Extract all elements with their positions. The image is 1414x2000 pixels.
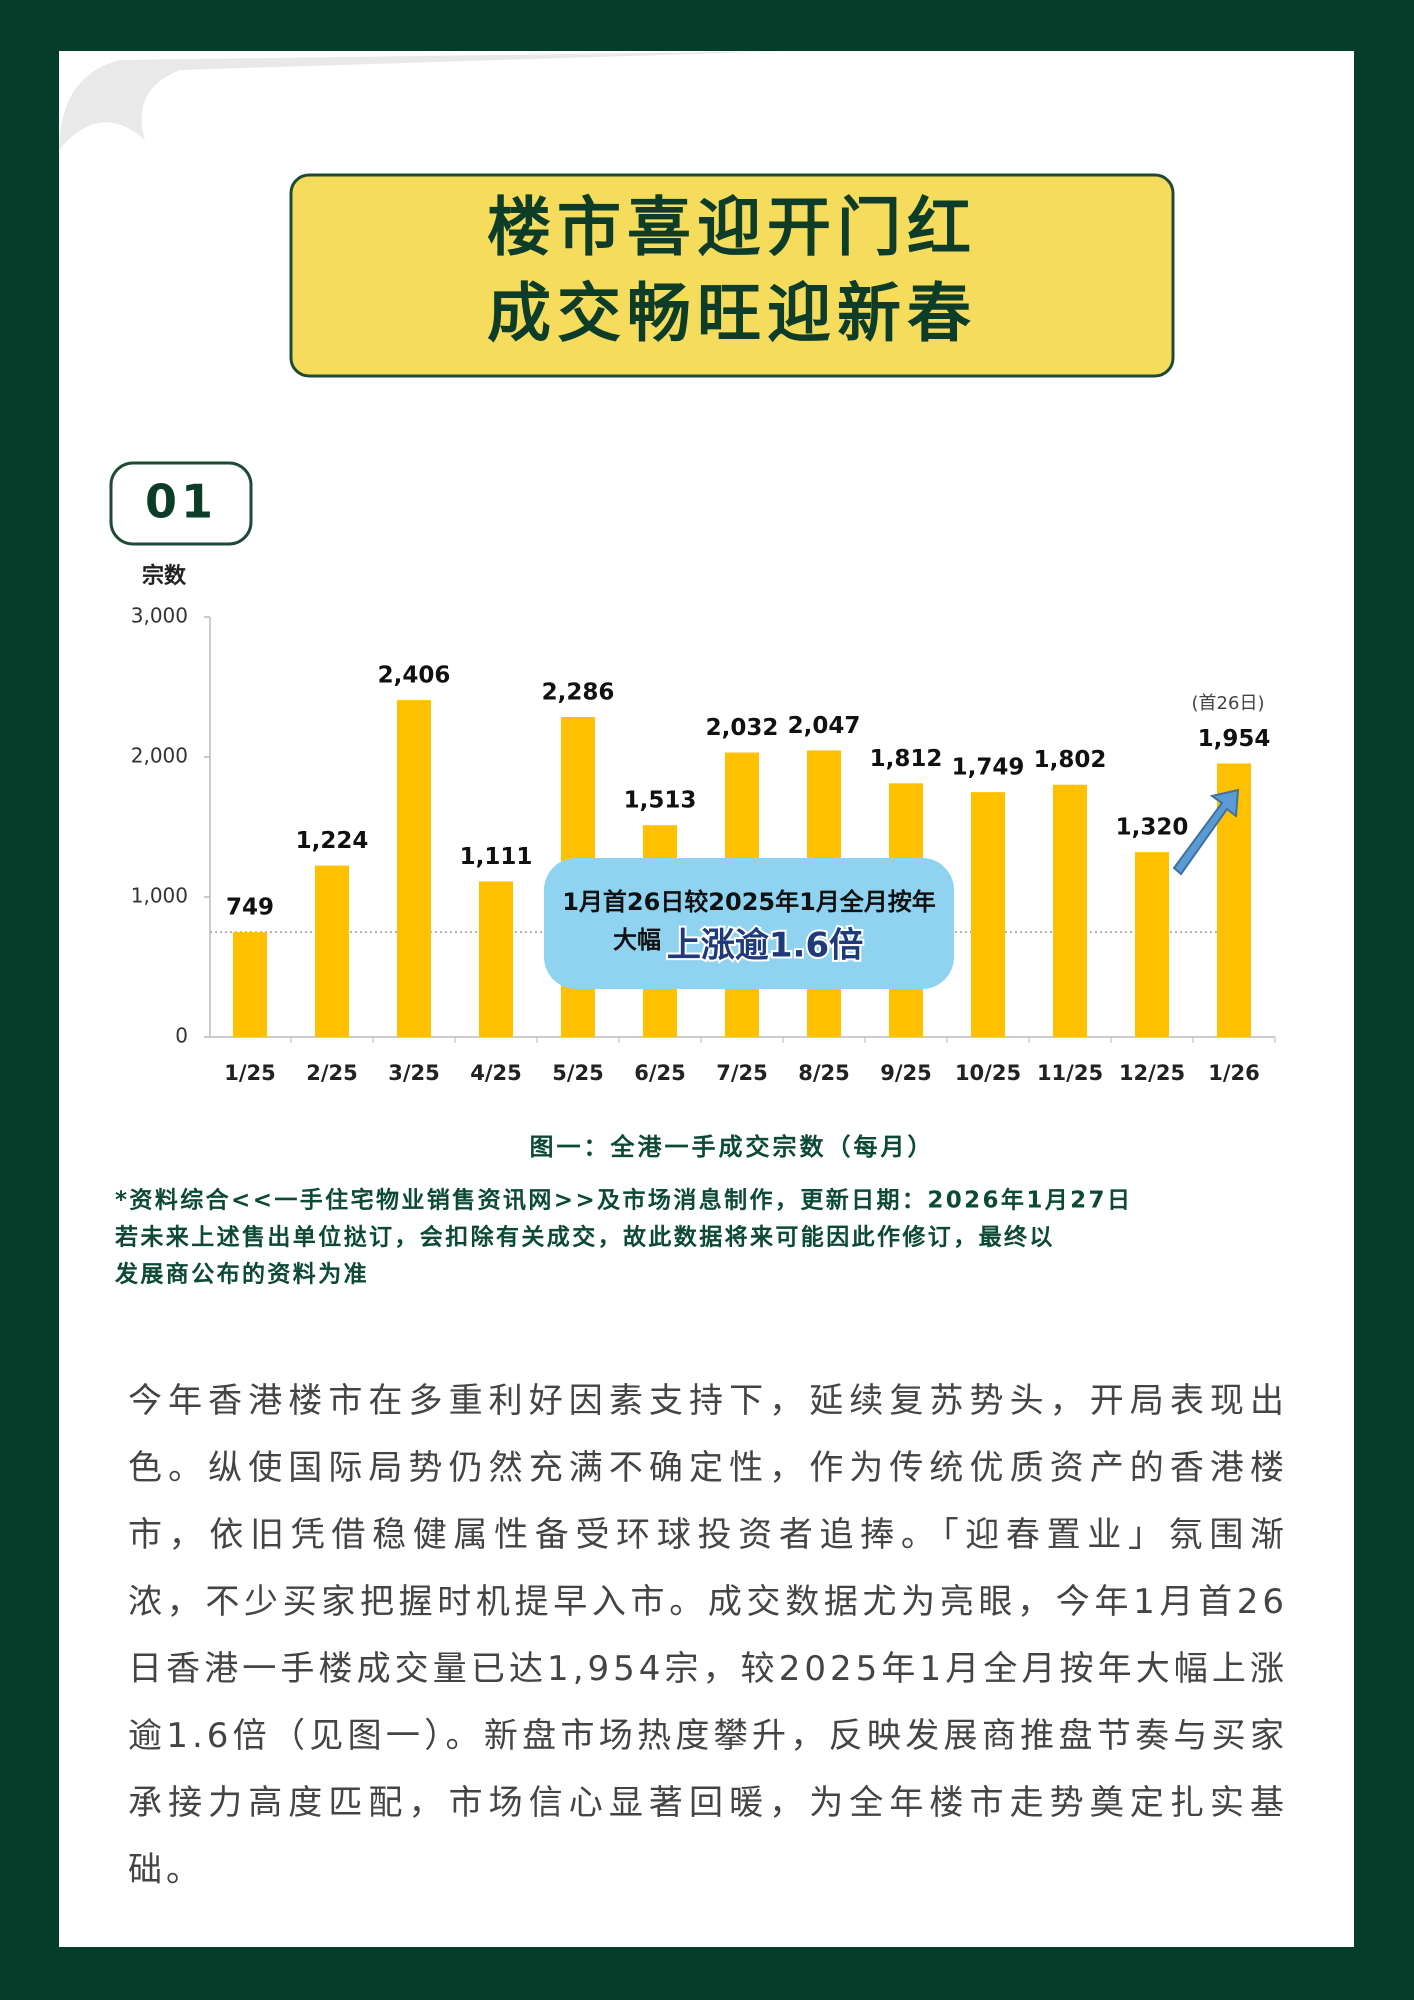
- bar: [1053, 784, 1087, 1037]
- bar: [397, 700, 431, 1037]
- y-tick-label: 0: [175, 1024, 188, 1048]
- x-tick-label: 6/25: [634, 1061, 686, 1085]
- section-box: [109, 461, 253, 546]
- note-line: *资料综合<<一手住宅物业销售资讯网>>及市场消息制作，更新日期：2026年1月…: [115, 1187, 1132, 1214]
- value-label: 2,047: [788, 713, 861, 739]
- arrow: [1172, 788, 1240, 876]
- value-label: 1,802: [1034, 747, 1107, 773]
- title-line: 成交畅旺迎新春: [487, 278, 977, 352]
- chart: 0 1,000 2,000 3,000 749 1/25 1,224 2/25 2,406 3/2…: [131, 604, 1276, 1085]
- body-paragraph: 今年香港楼市在多重利好因素支持下，延续复苏势头，开局表现出色。纵使国际局势仍然充…: [128, 1381, 1288, 1890]
- title-line: 楼市喜迎开门红: [487, 192, 977, 266]
- bar: [315, 865, 349, 1037]
- title-box: [289, 173, 1175, 378]
- value-label: 749: [226, 895, 274, 921]
- x-tick-label: 12/25: [1119, 1061, 1185, 1085]
- note-line: 若未来上述售出单位挞订，会扣除有关成交，故此数据将来可能因此作修订，最终以: [115, 1224, 1055, 1251]
- value-label: 2,406: [378, 663, 451, 689]
- callout-text: 大幅: [613, 926, 661, 954]
- bar: [971, 792, 1005, 1037]
- x-tick-label: 2/25: [306, 1061, 358, 1085]
- chart-caption: 图一：全港一手成交宗数（每月）: [530, 1133, 935, 1161]
- bar: [479, 881, 513, 1037]
- y-axis-label: 宗数: [142, 563, 187, 589]
- callout-highlight: 上涨逾1.6倍: [667, 926, 863, 966]
- bar: [233, 932, 267, 1037]
- value-label: 1,320: [1116, 815, 1189, 841]
- x-tick-label: 8/25: [798, 1061, 850, 1085]
- y-tick-label: 2,000: [131, 744, 188, 768]
- value-label: 2,032: [706, 715, 779, 741]
- x-tick-label: 9/25: [880, 1061, 932, 1085]
- x-tick-label: 5/25: [552, 1061, 604, 1085]
- x-tick-label: 4/25: [470, 1061, 522, 1085]
- y-tick-label: 1,000: [131, 884, 188, 908]
- value-label: 1,954: [1198, 726, 1271, 752]
- x-tick-label: 10/25: [955, 1061, 1021, 1085]
- value-label: 2,286: [542, 679, 615, 705]
- note-line: 发展商公布的资料为准: [114, 1261, 369, 1288]
- section-number: 01: [145, 475, 217, 529]
- value-label: 1,111: [460, 844, 533, 870]
- value-label: 1,749: [952, 755, 1025, 781]
- value-label: 1,513: [624, 788, 697, 814]
- value-label: 1,812: [870, 746, 943, 772]
- x-tick-label: 3/25: [388, 1061, 440, 1085]
- bar: [1135, 852, 1169, 1037]
- annotation: (首26日): [1192, 693, 1265, 714]
- x-tick-label: 11/25: [1037, 1061, 1103, 1085]
- page-curl: [59, 51, 790, 150]
- x-tick-label: 1/25: [224, 1061, 276, 1085]
- x-tick-label: 7/25: [716, 1061, 768, 1085]
- callout-text: 1月首26日较2025年1月全月按年: [562, 888, 936, 916]
- value-label: 1,224: [296, 828, 369, 854]
- y-tick-label: 3,000: [131, 604, 188, 628]
- x-tick-label: 1/26: [1208, 1061, 1260, 1085]
- callout-box: [544, 858, 954, 989]
